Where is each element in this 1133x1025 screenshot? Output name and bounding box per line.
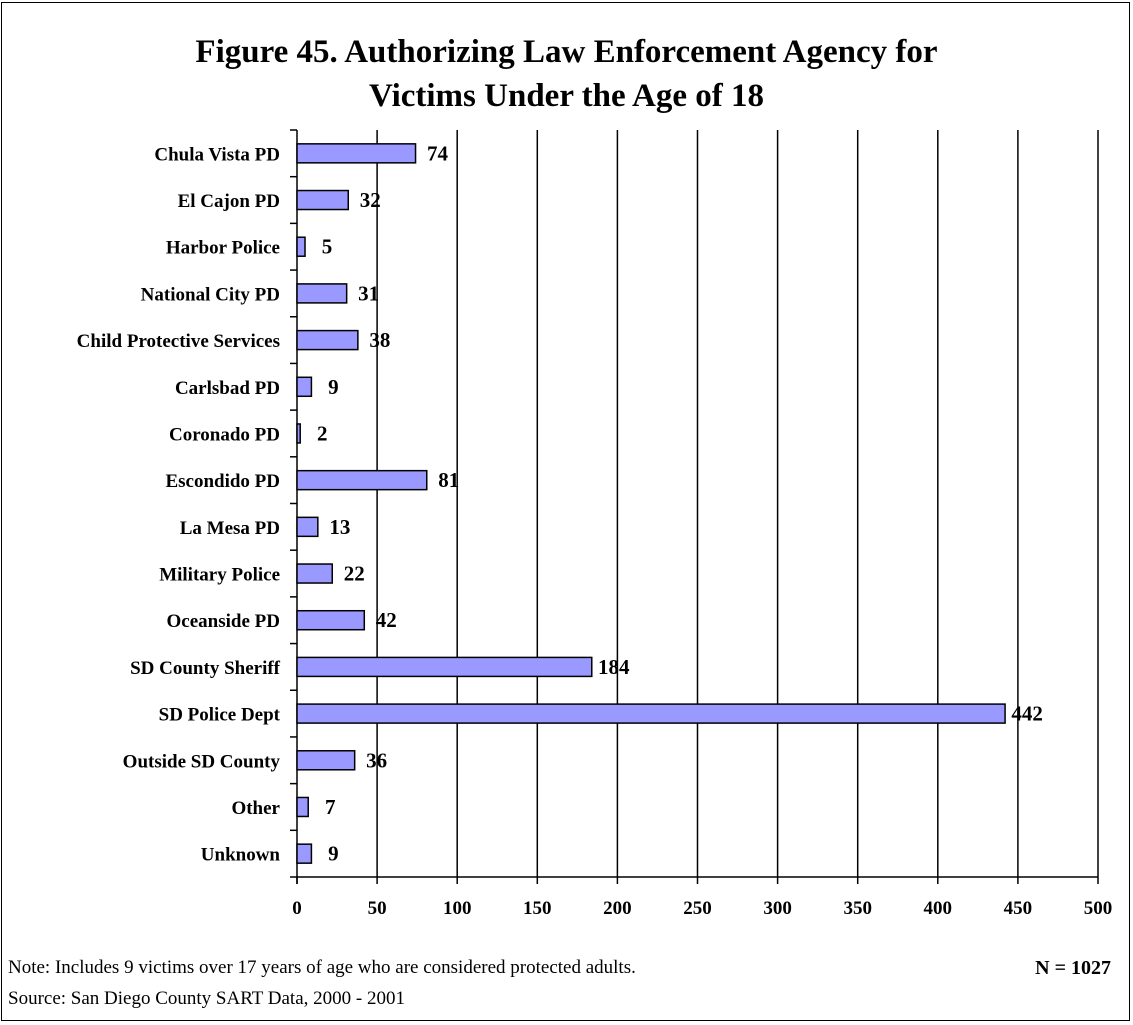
category-label: Unknown (201, 845, 281, 866)
x-tick-label: 300 (763, 898, 792, 919)
x-tick-label: 500 (1084, 898, 1113, 919)
sample-size-label: N = 1027 (1035, 957, 1111, 979)
bar (296, 329, 359, 351)
data-label: 184 (598, 655, 630, 679)
category-label: SD County Sheriff (130, 658, 281, 679)
category-label: Oceanside PD (167, 611, 280, 632)
source-note: Source: San Diego County SART Data, 2000… (8, 988, 405, 1009)
bar (296, 376, 313, 398)
bar (296, 283, 348, 304)
data-label: 5 (322, 235, 333, 259)
chart-title-line-1: Figure 45. Authorizing Law Enforcement A… (195, 34, 938, 70)
category-label: Military Police (159, 565, 280, 586)
bar (296, 189, 350, 211)
chart-title-line-2: Victims Under the Age of 18 (368, 78, 765, 114)
category-label: Harbor Police (166, 238, 280, 259)
bar (296, 516, 319, 538)
bar (296, 843, 313, 864)
category-label: National City PD (141, 284, 280, 305)
data-label: 442 (1011, 702, 1043, 726)
category-label: Carlsbad PD (175, 378, 280, 399)
x-tick-label: 400 (924, 898, 953, 919)
data-label: 13 (329, 515, 350, 539)
data-label: 2 (317, 421, 328, 445)
bar (296, 609, 366, 631)
data-label: 31 (358, 281, 379, 305)
data-label: 38 (369, 328, 390, 352)
data-label: 74 (427, 141, 449, 165)
bar (296, 143, 417, 164)
data-label: 22 (344, 562, 365, 586)
bar (296, 236, 306, 257)
data-label: 32 (360, 188, 381, 212)
data-label: 42 (376, 608, 397, 632)
category-label: Child Protective Services (77, 331, 280, 352)
category-label: Escondido PD (165, 471, 280, 492)
category-label: La Mesa PD (180, 518, 280, 539)
category-label: Coronado PD (169, 424, 280, 445)
category-label: SD Police Dept (159, 705, 281, 726)
bar (296, 469, 428, 491)
data-label: 9 (328, 375, 339, 399)
data-label: 81 (438, 468, 459, 492)
category-label: Other (231, 798, 280, 819)
footnote: Note: Includes 9 victims over 17 years o… (8, 957, 636, 978)
x-tick-label: 350 (843, 898, 872, 919)
bar (296, 656, 593, 678)
x-tick-label: 150 (523, 898, 552, 919)
category-label: Outside SD County (123, 751, 281, 772)
data-label: 36 (366, 748, 387, 772)
data-label: 7 (325, 795, 336, 819)
chart-title: Figure 45. Authorizing Law Enforcement A… (0, 30, 1133, 118)
x-tick-label: 450 (1004, 898, 1033, 919)
bar (296, 796, 309, 818)
x-tick-label: 250 (683, 898, 712, 919)
bar (296, 563, 333, 584)
bar (296, 750, 356, 771)
category-label: El Cajon PD (178, 191, 280, 212)
x-tick-label: 100 (443, 898, 472, 919)
bar-chart: 0 50 100 150 200 250 300 350 400 450 500 Chula Vist… (77, 129, 1113, 919)
x-tick-label: 200 (603, 898, 632, 919)
x-tick-label: 50 (368, 898, 387, 919)
data-label: 9 (328, 842, 339, 866)
x-tick-label: 0 (292, 898, 302, 919)
bar (296, 703, 1006, 724)
category-label: Chula Vista PD (154, 144, 280, 165)
bar (296, 423, 301, 444)
